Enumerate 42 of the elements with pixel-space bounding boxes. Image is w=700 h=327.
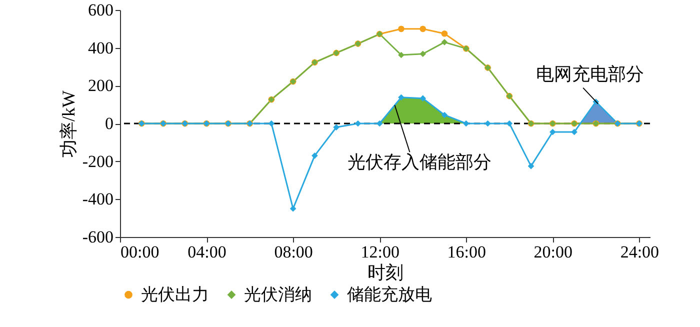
point — [398, 52, 404, 58]
point — [333, 124, 340, 130]
x-tick-label: 00:00 — [120, 242, 160, 262]
point — [354, 120, 362, 127]
legend-label: 光伏出力 — [141, 284, 209, 304]
y-tick-label: 400 — [88, 38, 114, 58]
y-tick-label: 0 — [105, 114, 114, 133]
x-tick-label: 24:00 — [620, 242, 660, 262]
point — [290, 205, 296, 212]
x-tick-label: 12:00 — [360, 242, 400, 262]
y-axis-title: 功率/kW — [58, 90, 78, 158]
point — [441, 112, 448, 118]
point — [420, 95, 426, 102]
point — [420, 26, 426, 32]
y-tick-label: 600 — [88, 0, 114, 20]
x-tick-label: 08:00 — [274, 242, 313, 262]
point — [268, 120, 275, 127]
legend-label: 光伏消纳 — [244, 284, 312, 304]
point — [462, 120, 470, 127]
point — [528, 162, 534, 170]
point — [420, 50, 426, 58]
x-tick-label: 20:00 — [534, 242, 573, 262]
point — [441, 30, 448, 37]
y-tick-label: -400 — [82, 190, 114, 209]
annotation: 光伏存入储能部分 — [348, 152, 492, 172]
annotation: 电网充电部分 — [536, 64, 644, 84]
y-tick-label: -200 — [82, 152, 114, 171]
y-tick-label: 200 — [88, 76, 114, 96]
x-axis-title: 时刻 — [368, 262, 404, 282]
point — [484, 120, 491, 127]
point — [312, 152, 318, 159]
point — [571, 128, 578, 136]
x-tick-label: 04:00 — [188, 242, 226, 262]
point — [376, 120, 383, 127]
x-tick-label: 16:00 — [447, 242, 486, 262]
point — [549, 128, 556, 136]
point — [506, 120, 513, 127]
legend-label: 储能充放电 — [347, 284, 432, 304]
point — [441, 38, 448, 46]
point — [398, 94, 404, 101]
point — [398, 26, 404, 32]
y-tick-label: -600 — [82, 228, 114, 246]
